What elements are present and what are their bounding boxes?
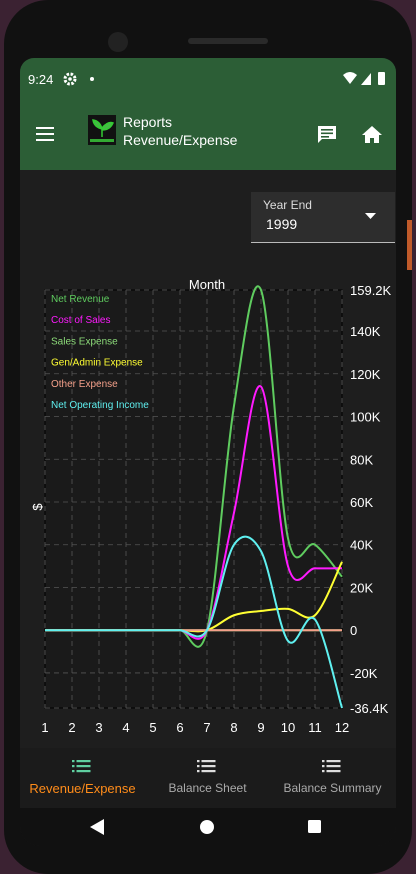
recents-button[interactable] xyxy=(308,820,321,833)
nav-icon xyxy=(72,760,91,773)
app-subtitle: Revenue/Expense xyxy=(123,132,238,148)
dropdown-arrow xyxy=(365,213,376,219)
x-tick-label: 8 xyxy=(230,720,237,735)
system-nav-icons xyxy=(90,819,321,835)
y-tick-label: 100K xyxy=(350,410,381,425)
x-tick-label: 11 xyxy=(308,720,322,735)
x-tick-label: 9 xyxy=(257,720,264,735)
legend-entry: Sales Expense xyxy=(51,336,118,347)
dropdown-value: 1999 xyxy=(266,216,298,232)
message-button[interactable] xyxy=(316,124,338,146)
nav-item[interactable]: Balance Summary xyxy=(283,781,382,795)
x-axis-label: Month xyxy=(189,277,225,292)
status-icons xyxy=(63,72,94,86)
y-axis-label: $ xyxy=(30,503,45,511)
y-tick-label: -36.4K xyxy=(350,701,389,716)
series-line xyxy=(45,535,343,709)
x-tick-label: 2 xyxy=(68,720,75,735)
chart: 159.2K 140K 120K 100K 80K 60K 40K 20K 0 -20K -36.4… xyxy=(30,277,392,735)
camera xyxy=(108,32,128,52)
y-tick-label: 40K xyxy=(350,538,373,553)
nav-item[interactable]: Balance Sheet xyxy=(168,781,247,795)
legend-entry: Cost of Sales xyxy=(51,315,110,326)
y-tick-label: 159.2K xyxy=(350,283,392,298)
back-button[interactable] xyxy=(90,819,104,835)
app-bar: Reports Revenue/Expense xyxy=(20,100,396,170)
legend-entry: Net Operating Income xyxy=(51,400,149,411)
menu-button[interactable] xyxy=(36,126,56,142)
dropdown-label: Year End xyxy=(263,198,312,212)
legend-entry: Other Expense xyxy=(51,379,118,390)
x-tick-label: 7 xyxy=(203,720,210,735)
y-tick-label: 80K xyxy=(350,452,373,467)
clock: 9:24 xyxy=(28,72,54,87)
x-tick-label: 10 xyxy=(281,720,295,735)
y-tick-label: -20K xyxy=(350,666,378,681)
status-bar: 9:24 xyxy=(20,58,396,100)
y-tick-label: 120K xyxy=(350,367,381,382)
year-dropdown[interactable]: Year End 1999 xyxy=(251,192,395,243)
app-logo xyxy=(88,115,116,145)
home-button[interactable] xyxy=(361,124,383,146)
y-tick-label: 60K xyxy=(350,495,373,510)
y-tick-label: 140K xyxy=(350,324,381,339)
x-tick-label: 6 xyxy=(176,720,183,735)
system-nav xyxy=(20,808,396,846)
side-button xyxy=(407,220,412,270)
legend-entry: Gen/Admin Expense xyxy=(51,358,143,369)
nav-icon xyxy=(322,760,341,773)
y-tick-label: 0 xyxy=(350,623,357,638)
legend-entry: Net Revenue xyxy=(51,294,110,305)
bottom-nav: Revenue/Expense Balance Sheet Balance Summ… xyxy=(20,748,396,808)
x-tick-label: 1 xyxy=(41,720,48,735)
x-tick-label: 12 xyxy=(335,720,349,735)
x-tick-label: 3 xyxy=(95,720,102,735)
nav-item[interactable]: Revenue/Expense xyxy=(29,781,136,796)
home-system-button[interactable] xyxy=(200,820,214,834)
system-icons xyxy=(343,72,385,85)
nav-icon xyxy=(197,760,216,773)
speaker xyxy=(188,38,268,44)
x-tick-label: 4 xyxy=(122,720,129,735)
app-title: Reports xyxy=(123,114,173,130)
y-tick-label: 20K xyxy=(350,580,373,595)
x-tick-label: 5 xyxy=(149,720,156,735)
